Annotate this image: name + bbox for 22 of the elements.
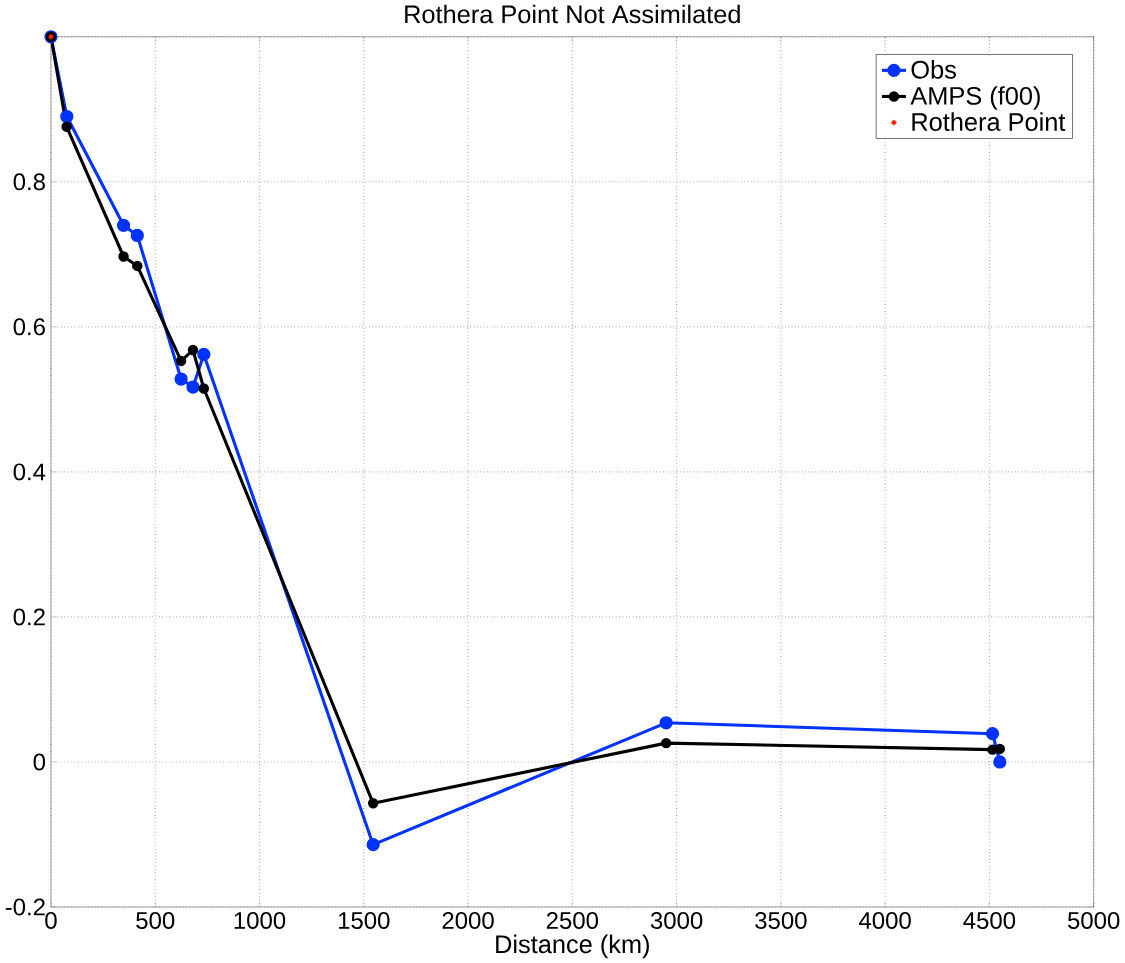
x-tick-label: 2500 (546, 912, 599, 929)
legend-label: Rothera Point (912, 112, 1066, 131)
y-tick-label: 0.2 (13, 608, 45, 626)
x-tick-label: 1000 (234, 912, 286, 929)
legend-label: AMPS (f00) (910, 86, 1040, 110)
y-tick-label: 0.8 (13, 173, 45, 191)
x-tick-label: 5000 (1067, 912, 1120, 929)
x-axis-title: Distance (km) (496, 934, 649, 959)
chart-title: Rothera Point Not Assimilated (405, 4, 740, 24)
y-tick-label: 0 (33, 753, 46, 771)
x-tick-label: 3500 (755, 912, 807, 929)
x-tick-label: 4500 (963, 912, 1016, 929)
x-tick-label: 1500 (338, 912, 390, 929)
y-tick-label: 0.4 (13, 463, 46, 481)
legend-label: Obs (911, 60, 956, 79)
x-tick-label: 4000 (859, 912, 911, 929)
x-tick-label: 500 (136, 912, 175, 929)
y-tick-label: 0.6 (13, 318, 45, 336)
x-tick-label: 2000 (442, 912, 494, 929)
y-tick-label: -0.2 (5, 898, 45, 916)
x-tick-label: 3000 (650, 912, 703, 929)
x-tick-label: 0 (45, 912, 57, 929)
